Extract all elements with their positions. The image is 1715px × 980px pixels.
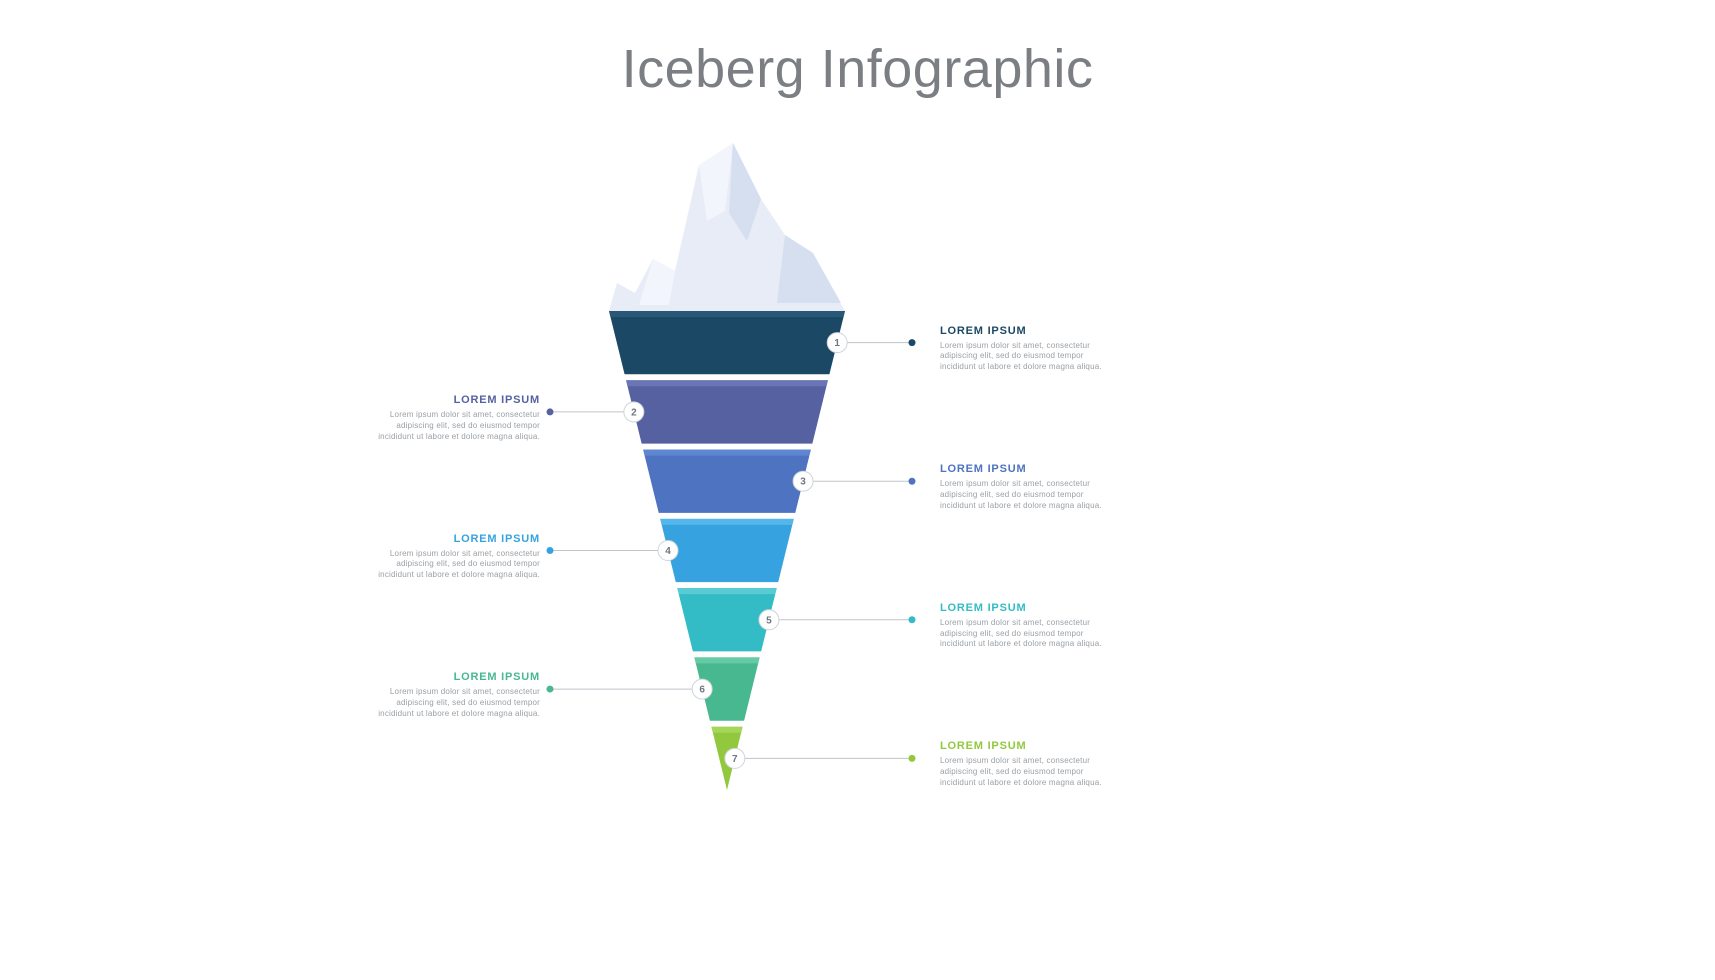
svg-text:4: 4 [665,546,671,557]
callout-desc: Lorem ipsum dolor sit amet, consectetur … [360,687,540,719]
funnel-layer-3 [643,450,811,513]
callout-6: LOREM IPSUM Lorem ipsum dolor sit amet, c… [360,671,540,719]
svg-text:1: 1 [834,338,840,349]
callout-5: LOREM IPSUM Lorem ipsum dolor sit amet, c… [940,602,1120,650]
callout-desc: Lorem ipsum dolor sit amet, consectetur … [940,341,1120,373]
callout-heading: LOREM IPSUM [940,325,1120,337]
callout-desc: Lorem ipsum dolor sit amet, consectetur … [940,618,1120,650]
callout-2: LOREM IPSUM Lorem ipsum dolor sit amet, c… [360,394,540,442]
callout-heading: LOREM IPSUM [360,533,540,545]
callout-heading: LOREM IPSUM [360,394,540,406]
leader-dot-7 [909,755,916,762]
svg-text:7: 7 [732,754,738,765]
callout-desc: Lorem ipsum dolor sit amet, consectetur … [940,479,1120,511]
callout-1: LOREM IPSUM Lorem ipsum dolor sit amet, c… [940,325,1120,373]
svg-text:6: 6 [699,685,705,696]
callout-desc: Lorem ipsum dolor sit amet, consectetur … [360,549,540,581]
leader-dot-2 [547,408,554,415]
callout-desc: Lorem ipsum dolor sit amet, consectetur … [360,410,540,442]
callout-3: LOREM IPSUM Lorem ipsum dolor sit amet, c… [940,463,1120,511]
callout-desc: Lorem ipsum dolor sit amet, consectetur … [940,756,1120,788]
leader-dot-5 [909,616,916,623]
funnel-layer-1 [609,311,845,374]
callout-7: LOREM IPSUM Lorem ipsum dolor sit amet, c… [940,740,1120,788]
callout-4: LOREM IPSUM Lorem ipsum dolor sit amet, c… [360,533,540,581]
funnel-layer-4 [660,519,794,582]
leader-dot-1 [909,339,916,346]
funnel-layer-2 [626,380,828,443]
iceberg-tip-group [609,143,845,311]
callout-heading: LOREM IPSUM [940,740,1120,752]
svg-text:5: 5 [766,615,772,626]
svg-text:2: 2 [631,407,637,418]
callout-heading: LOREM IPSUM [940,602,1120,614]
svg-text:3: 3 [800,477,806,488]
callout-heading: LOREM IPSUM [360,671,540,683]
callout-heading: LOREM IPSUM [940,463,1120,475]
leader-dot-6 [547,686,554,693]
leader-dot-3 [909,478,916,485]
iceberg-stage: 1 2 3 4 5 6 7 [0,0,1715,980]
leader-dot-4 [547,547,554,554]
